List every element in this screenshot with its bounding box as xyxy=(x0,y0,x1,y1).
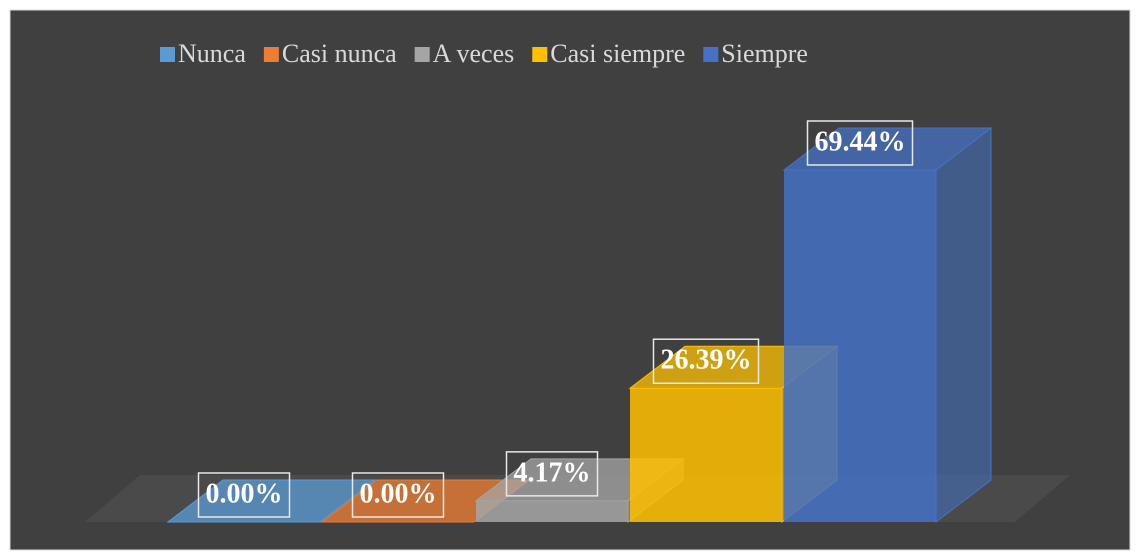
legend-marker xyxy=(414,47,430,62)
legend-label: Nunca xyxy=(178,39,246,68)
data-label-box xyxy=(197,472,291,518)
data-label: 0.00% xyxy=(360,478,437,509)
bar-side xyxy=(935,126,992,524)
bar-top xyxy=(166,479,377,523)
legend-label: A veces xyxy=(433,39,515,68)
bar xyxy=(166,479,377,523)
data-label-box xyxy=(806,120,914,166)
data-label: 0.00% xyxy=(206,478,283,509)
bar-front xyxy=(784,170,936,522)
legend-label: Casi nunca xyxy=(282,39,397,68)
data-label: 4.17% xyxy=(514,457,591,488)
legend-label: Casi siempre xyxy=(550,39,685,68)
bar-front xyxy=(476,500,628,522)
data-label-box xyxy=(652,338,760,384)
data-label-box xyxy=(351,472,445,518)
bar-front xyxy=(630,388,782,522)
bar xyxy=(782,126,993,524)
data-label: 26.39% xyxy=(661,345,752,376)
legend-marker xyxy=(263,47,279,62)
legend-label: Siempre xyxy=(721,39,808,68)
legend-marker xyxy=(703,47,719,62)
data-label-box xyxy=(505,451,599,497)
legend-marker xyxy=(532,47,548,62)
data-label: 69.44% xyxy=(815,126,906,157)
legend-marker xyxy=(160,47,175,62)
